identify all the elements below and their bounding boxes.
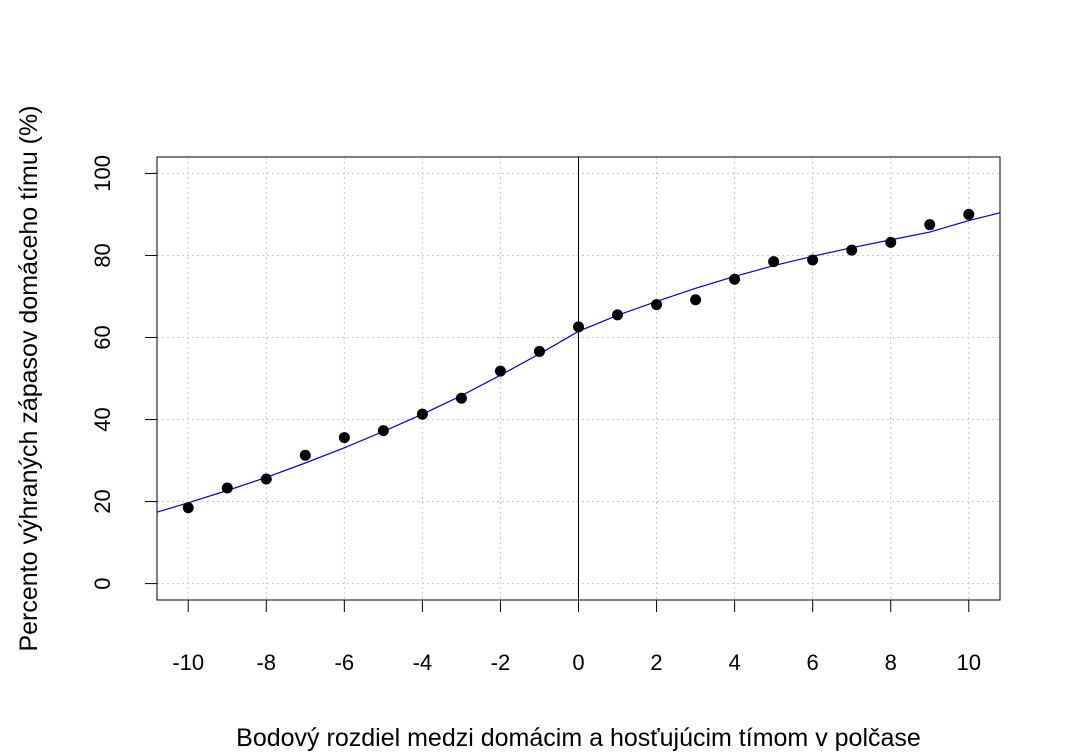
data-points (182, 208, 975, 514)
x-tick-label-2: -6 (335, 650, 355, 675)
x-tick-label-9: 8 (885, 650, 897, 675)
x-tick-label-3: -4 (413, 650, 433, 675)
data-point-0 (182, 502, 194, 514)
y-tick-label-2: 40 (90, 407, 115, 431)
y-axis-title: Percento výhraných zápasov domáceho tímu… (15, 105, 43, 651)
data-point-10 (573, 321, 584, 333)
x-axis: -10 -8 -6 -4 -2 0 2 4 6 8 10 (172, 599, 981, 675)
y-tick-label-1: 20 (90, 489, 115, 513)
y-tick-label-5: 100 (90, 155, 115, 192)
data-point-8 (494, 365, 506, 377)
data-point-19 (924, 219, 936, 231)
data-point-14 (729, 273, 741, 285)
data-point-15 (768, 256, 780, 268)
x-tick-label-1: -8 (256, 650, 276, 675)
x-tick-label-10: 10 (957, 650, 981, 675)
x-tick-label-6: 2 (650, 650, 662, 675)
data-point-11 (612, 309, 624, 321)
data-point-3 (299, 449, 311, 461)
x-tick-label-5: 0 (572, 650, 584, 675)
x-tick-label-7: 4 (728, 650, 740, 675)
data-point-1 (221, 482, 233, 494)
x-tick-label-4: -2 (491, 650, 511, 675)
y-tick-label-3: 60 (90, 325, 115, 349)
x-tick-label-8: 6 (807, 650, 819, 675)
data-point-16 (807, 254, 819, 266)
data-point-17 (846, 244, 858, 256)
data-point-18 (885, 236, 897, 248)
y-axis: 0 20 40 60 80 100 (90, 155, 158, 590)
data-point-6 (416, 408, 428, 420)
data-point-20 (963, 208, 975, 220)
data-point-5 (377, 425, 389, 437)
x-axis-title: Bodový rozdiel medzi domácim a hosťujúci… (236, 724, 921, 752)
y-tick-label-4: 80 (90, 243, 115, 267)
x-tick-label-0: -10 (172, 650, 204, 675)
data-point-4 (338, 432, 350, 444)
data-point-7 (455, 392, 467, 404)
data-point-12 (651, 299, 663, 311)
data-point-2 (260, 473, 272, 485)
y-tick-label-0: 0 (90, 577, 115, 589)
data-point-13 (690, 294, 702, 306)
data-point-9 (533, 345, 545, 357)
